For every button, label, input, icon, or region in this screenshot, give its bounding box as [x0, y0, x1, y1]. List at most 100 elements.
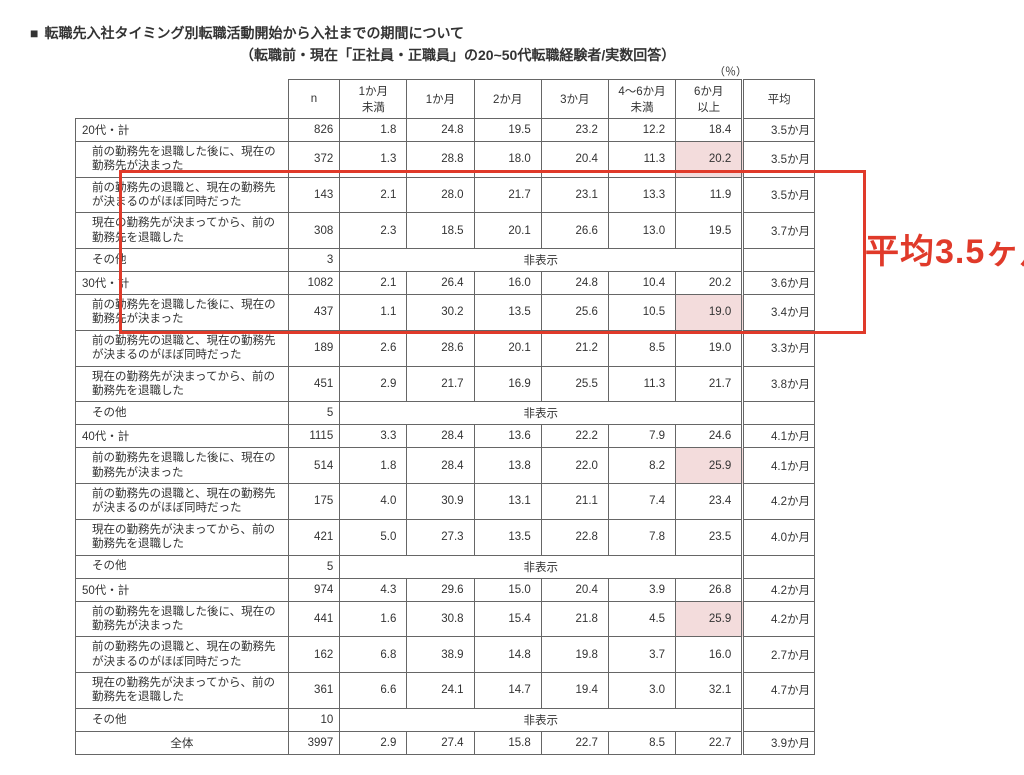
cell-value: 13.8: [474, 448, 541, 484]
cell-value: 18.4: [676, 118, 743, 141]
cell-value: 2.3: [340, 213, 407, 249]
cell-avg: 4.7か月: [743, 673, 815, 709]
th-n: n: [288, 79, 340, 118]
cell-value: 20.2: [676, 272, 743, 295]
cell-value: 25.9: [676, 601, 743, 637]
cell-value: 18.5: [407, 213, 474, 249]
row-label: 前の勤務先の退職と、現在の勤務先が決まるのがほぼ同時だった: [76, 177, 289, 213]
title-main-line: ■転職先入社タイミング別転職活動開始から入社までの期間について: [30, 22, 994, 44]
cell-value: 22.7: [676, 731, 743, 754]
cell-value: 22.0: [541, 448, 608, 484]
cell-avg-empty: [743, 402, 815, 425]
cell-avg: 3.8か月: [743, 366, 815, 402]
cell-value: 2.6: [340, 330, 407, 366]
cell-avg: 4.2か月: [743, 601, 815, 637]
row-label: 前の勤務先を退職した後に、現在の勤務先が決まった: [76, 448, 289, 484]
cell-avg: 3.5か月: [743, 141, 815, 177]
cell-n: 308: [288, 213, 340, 249]
cell-hidden: 非表示: [340, 555, 743, 578]
cell-value: 28.4: [407, 425, 474, 448]
cell-avg: 4.1か月: [743, 425, 815, 448]
cell-value: 2.1: [340, 272, 407, 295]
cell-value: 19.0: [676, 295, 743, 331]
cell-value: 26.8: [676, 578, 743, 601]
cell-value: 32.1: [676, 673, 743, 709]
cell-avg: 4.2か月: [743, 484, 815, 520]
cell-n: 162: [288, 637, 340, 673]
cell-value: 10.5: [608, 295, 675, 331]
table-row: 現在の勤務先が決まってから、前の勤務先を退職した3616.624.114.719…: [76, 673, 815, 709]
cell-value: 7.8: [608, 519, 675, 555]
cell-avg: 3.7か月: [743, 213, 815, 249]
cell-value: 3.7: [608, 637, 675, 673]
cell-value: 7.9: [608, 425, 675, 448]
row-label-total: 全体: [76, 731, 289, 754]
table-row: 40代・計11153.328.413.622.27.924.64.1か月: [76, 425, 815, 448]
cell-value: 25.9: [676, 448, 743, 484]
table-row: 前の勤務先を退職した後に、現在の勤務先が決まった3721.328.818.020…: [76, 141, 815, 177]
cell-value: 30.8: [407, 601, 474, 637]
table-row: 前の勤務先の退職と、現在の勤務先が決まるのがほぼ同時だった1626.838.91…: [76, 637, 815, 673]
cell-n: 1115: [288, 425, 340, 448]
cell-n: 1082: [288, 272, 340, 295]
cell-value: 30.2: [407, 295, 474, 331]
cell-value: 21.1: [541, 484, 608, 520]
cell-avg: 3.5か月: [743, 177, 815, 213]
group-label: 50代・計: [76, 578, 289, 601]
page-root: ■転職先入社タイミング別転職活動開始から入社までの期間について （転職前・現在「…: [0, 0, 1024, 775]
cell-value: 4.0: [340, 484, 407, 520]
table-row: 前の勤務先の退職と、現在の勤務先が決まるのがほぼ同時だった1754.030.91…: [76, 484, 815, 520]
cell-n: 441: [288, 601, 340, 637]
cell-value: 12.2: [608, 118, 675, 141]
cell-value: 4.5: [608, 601, 675, 637]
table-row-total: 全体39972.927.415.822.78.522.73.9か月: [76, 731, 815, 754]
th-2m: 2か月: [474, 79, 541, 118]
cell-value: 16.0: [474, 272, 541, 295]
cell-value: 13.3: [608, 177, 675, 213]
cell-avg: 4.0か月: [743, 519, 815, 555]
row-label-other: その他: [76, 402, 289, 425]
table-row-other: その他5非表示: [76, 402, 815, 425]
table-row: 前の勤務先を退職した後に、現在の勤務先が決まった4371.130.213.525…: [76, 295, 815, 331]
cell-value: 28.6: [407, 330, 474, 366]
cell-value: 11.3: [608, 141, 675, 177]
cell-value: 20.4: [541, 141, 608, 177]
cell-value: 23.4: [676, 484, 743, 520]
table-row-other: その他3非表示: [76, 249, 815, 272]
table-body: 20代・計8261.824.819.523.212.218.43.5か月前の勤務…: [76, 118, 815, 754]
th-3m: 3か月: [541, 79, 608, 118]
cell-value: 22.7: [541, 731, 608, 754]
cell-n: 361: [288, 673, 340, 709]
cell-value: 22.2: [541, 425, 608, 448]
cell-avg: 3.6か月: [743, 272, 815, 295]
cell-value: 21.8: [541, 601, 608, 637]
table-row: 前の勤務先を退職した後に、現在の勤務先が決まった5141.828.413.822…: [76, 448, 815, 484]
cell-n: 514: [288, 448, 340, 484]
cell-value: 23.5: [676, 519, 743, 555]
cell-n: 189: [288, 330, 340, 366]
cell-value: 20.4: [541, 578, 608, 601]
cell-value: 1.8: [340, 118, 407, 141]
cell-value: 21.7: [407, 366, 474, 402]
group-label: 30代・計: [76, 272, 289, 295]
group-label: 20代・計: [76, 118, 289, 141]
table-row: 現在の勤務先が決まってから、前の勤務先を退職した3082.318.520.126…: [76, 213, 815, 249]
cell-n: 3997: [288, 731, 340, 754]
cell-value: 13.5: [474, 519, 541, 555]
cell-value: 22.8: [541, 519, 608, 555]
cell-value: 28.0: [407, 177, 474, 213]
cell-value: 6.8: [340, 637, 407, 673]
row-label: 前の勤務先の退職と、現在の勤務先が決まるのがほぼ同時だった: [76, 330, 289, 366]
cell-value: 2.1: [340, 177, 407, 213]
cell-value: 14.7: [474, 673, 541, 709]
cell-value: 15.8: [474, 731, 541, 754]
th-4-6m: 4～6か月 未満: [608, 79, 675, 118]
cell-n: 451: [288, 366, 340, 402]
row-label-other: その他: [76, 249, 289, 272]
cell-n: 10: [288, 708, 340, 731]
cell-value: 19.8: [541, 637, 608, 673]
cell-value: 2.9: [340, 366, 407, 402]
cell-value: 24.6: [676, 425, 743, 448]
cell-n: 826: [288, 118, 340, 141]
cell-hidden: 非表示: [340, 249, 743, 272]
